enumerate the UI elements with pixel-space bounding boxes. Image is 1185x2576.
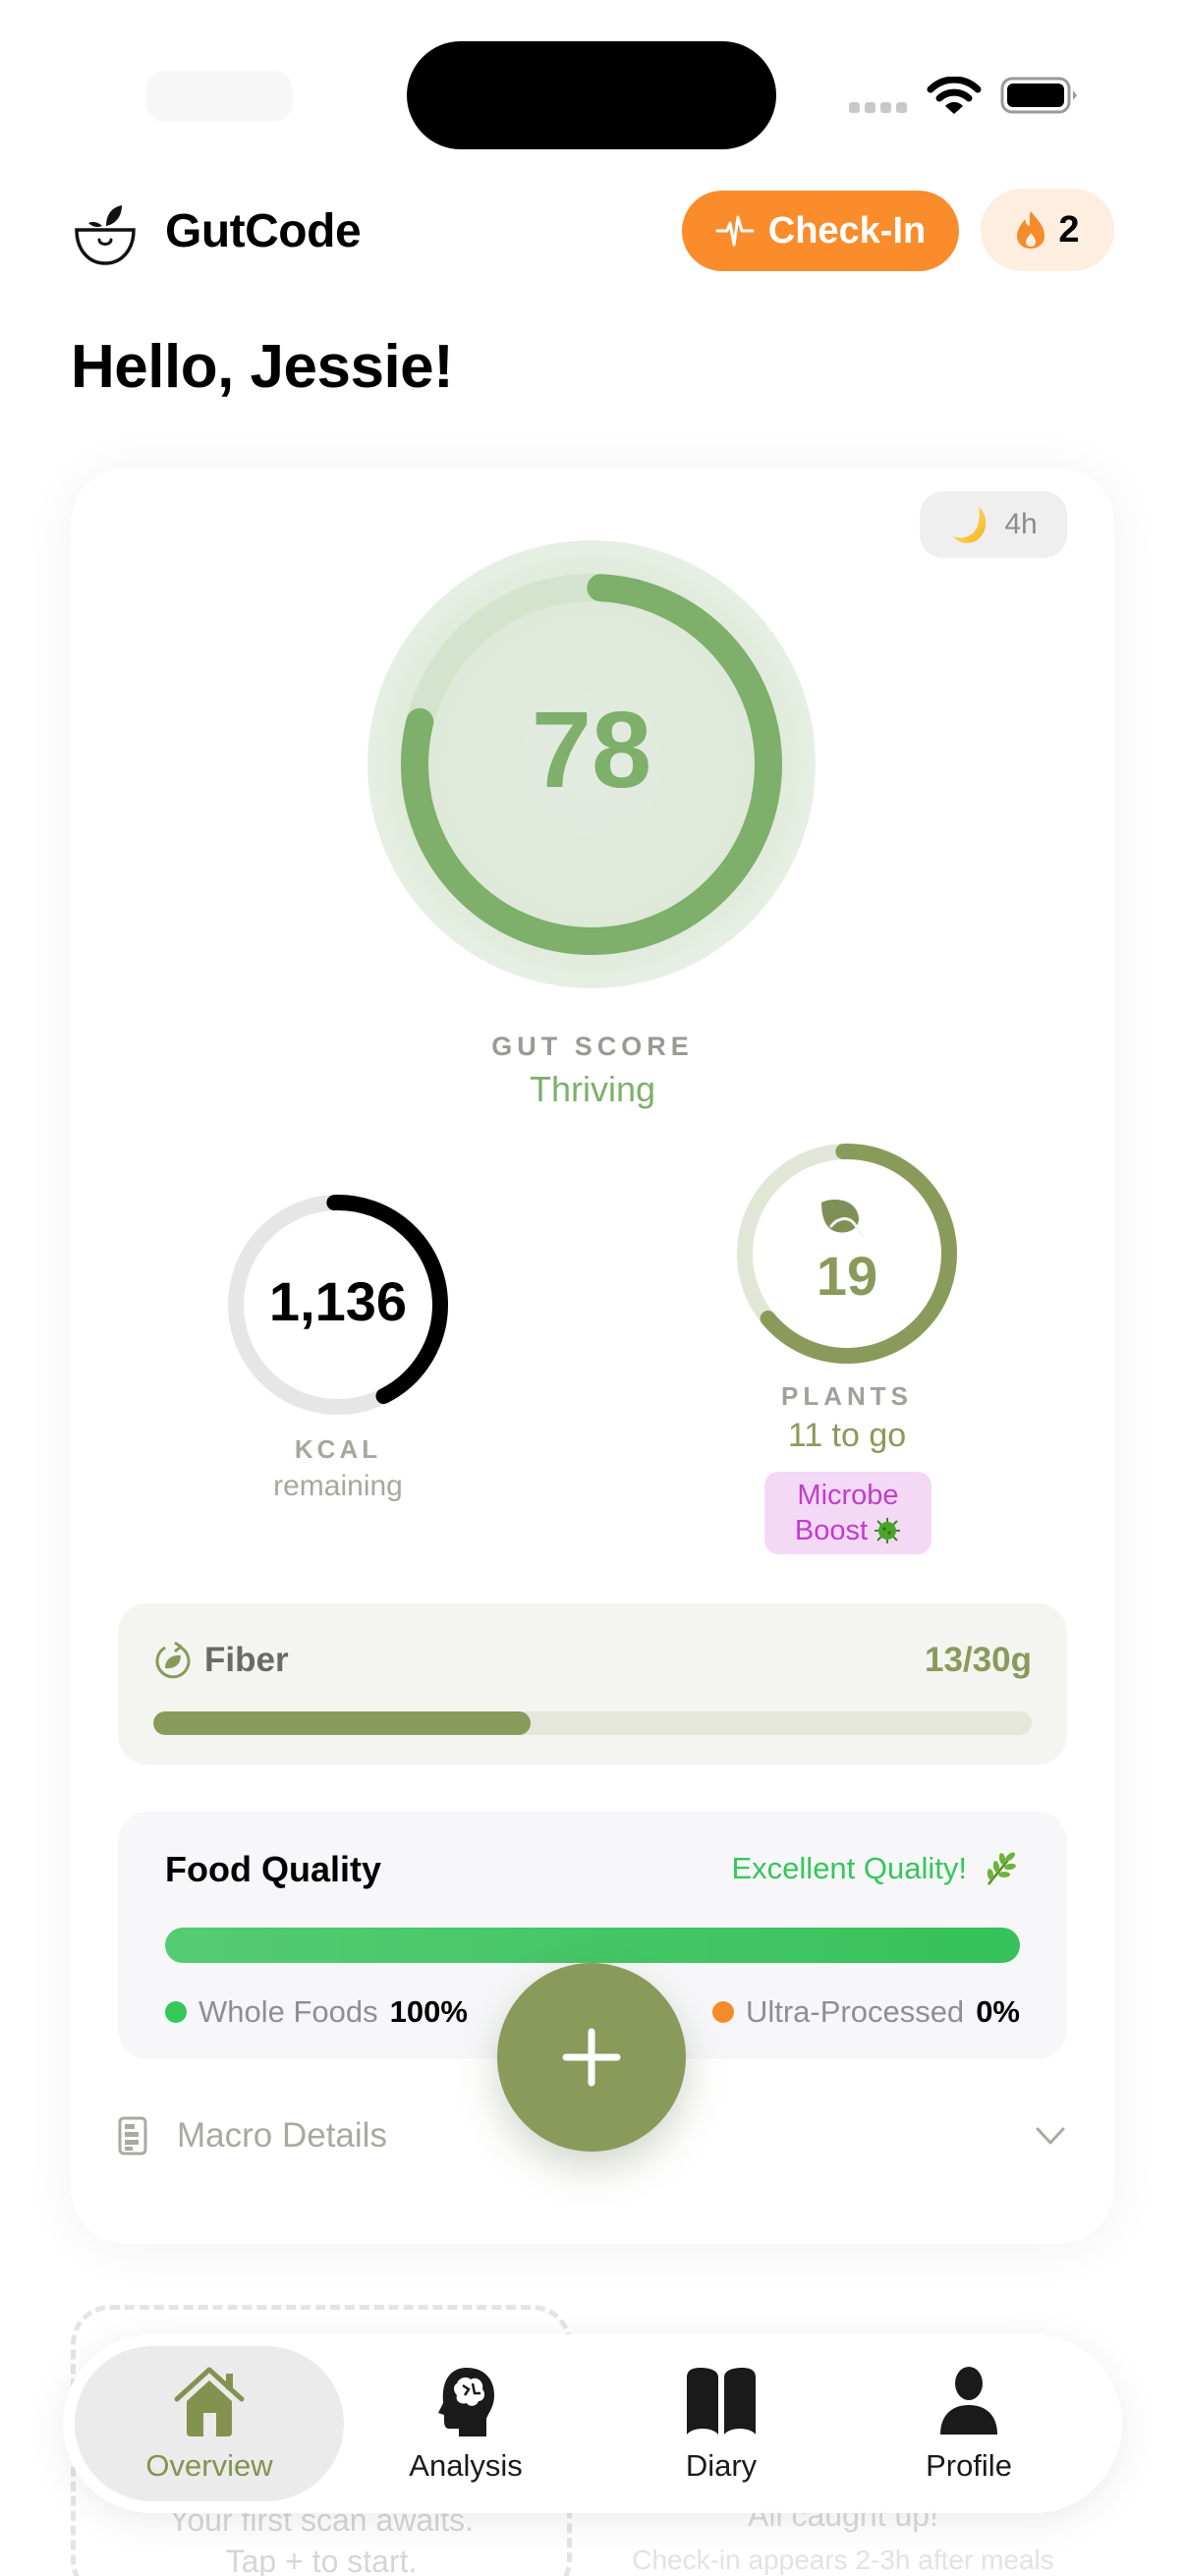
add-entry-button[interactable] [497, 1963, 686, 2152]
tab-profile[interactable]: Profile [861, 2346, 1077, 2501]
ultra-processed-legend: Ultra-Processed 0% [711, 1994, 1020, 2030]
fiber-card[interactable]: Fiber 13/30g [118, 1603, 1067, 1764]
ultra-processed-dot [711, 2001, 734, 2023]
tab-analysis-label: Analysis [409, 2448, 523, 2483]
house-icon [174, 2367, 245, 2436]
tab-profile-label: Profile [926, 2448, 1012, 2483]
streak-count: 2 [1058, 208, 1080, 251]
food-quality-bar [165, 1928, 1020, 1963]
wifi-icon [927, 77, 982, 114]
ultra-processed-value: 0% [976, 1994, 1020, 2029]
dynamic-island [407, 41, 776, 149]
check-in-button[interactable]: Check-In [682, 191, 959, 271]
kcal-progress [228, 1195, 448, 1415]
check-in-label: Check-In [767, 209, 927, 252]
gut-score-status: Thriving [529, 1069, 656, 1109]
greeting-heading: Hello, Jessie! [71, 333, 454, 401]
brain-head-icon [438, 2368, 494, 2436]
recycle-leaf-icon [155, 1641, 191, 1679]
streak-badge[interactable]: 2 [981, 189, 1114, 271]
gut-score-value: 78 [531, 690, 652, 811]
kcal-value: 1,136 [268, 1270, 408, 1332]
microbe-badge-line2: Boost [794, 1515, 869, 1546]
food-quality-status: Excellent Quality! [732, 1849, 1021, 1888]
fiber-progress-bar [153, 1711, 1032, 1735]
gut-score-ring[interactable]: 78 [367, 540, 816, 988]
kcal-sublabel: remaining [273, 1470, 403, 1502]
plants-value: 19 [816, 1245, 878, 1307]
sleep-badge[interactable]: 4h [920, 491, 1067, 558]
macro-details-toggle[interactable]: Macro Details [118, 2106, 1067, 2165]
moon-icon [953, 507, 987, 543]
plants-progress [737, 1144, 957, 1364]
flame-icon [1017, 211, 1045, 249]
whole-foods-dot [165, 2001, 187, 2023]
tab-overview[interactable]: Overview [75, 2346, 344, 2501]
status-bar [0, 0, 1185, 157]
waveform-pulse-icon [715, 215, 755, 247]
microbe-badge-line1: Microbe [797, 1480, 899, 1511]
microbe-boost-badge[interactable]: Microbe Boost [764, 1472, 931, 1554]
tab-diary-label: Diary [685, 2448, 758, 2483]
kcal-label: KCAL [294, 1434, 382, 1464]
microbe-icon [875, 1518, 901, 1543]
leaf-icon [821, 1200, 865, 1238]
fiber-progress-fill [153, 1711, 532, 1735]
cellular-signal-icon [849, 102, 907, 113]
bowl-sprout-logo [75, 205, 136, 265]
app-header: GutCode Check-In 2 [71, 187, 1114, 281]
tab-diary[interactable]: Diary [613, 2346, 829, 2501]
daily-summary-card: 4h 78 GUT SCORE Thriving 1,136 KCAL rema… [71, 468, 1114, 2244]
plants-remaining: 11 to go [787, 1417, 907, 1454]
tab-bar: Overview Analysis Diary Profile [63, 2334, 1122, 2513]
food-quality-title: Food Quality [165, 1849, 381, 1889]
plants-label: PLANTS [781, 1381, 913, 1411]
app-title: GutCode [165, 205, 362, 257]
sleep-hours: 4h [1004, 508, 1038, 540]
person-icon [940, 2367, 997, 2435]
gut-score-label: GUT SCORE [491, 1032, 694, 1061]
tab-overview-label: Overview [145, 2448, 273, 2483]
kcal-ring[interactable]: 1,136 [224, 1191, 452, 1419]
tab-analysis[interactable]: Analysis [358, 2346, 574, 2501]
fiber-value: 13/30g [925, 1641, 1032, 1679]
whole-foods-value: 100% [389, 1994, 468, 2029]
list-bars-icon [118, 2116, 147, 2156]
whole-foods-legend: Whole Foods 100% [165, 1994, 468, 2030]
plus-icon [562, 2028, 621, 2087]
battery-icon [1000, 77, 1077, 114]
status-time [145, 71, 293, 122]
chevron-down-icon [1036, 2127, 1065, 2145]
herb-icon [987, 1852, 1016, 1885]
fiber-label: Fiber [204, 1641, 289, 1679]
book-icon [687, 2368, 756, 2435]
gut-score-progress [401, 574, 782, 955]
macro-details-label: Macro Details [177, 2116, 387, 2155]
plants-ring[interactable]: 19 [733, 1140, 961, 1368]
